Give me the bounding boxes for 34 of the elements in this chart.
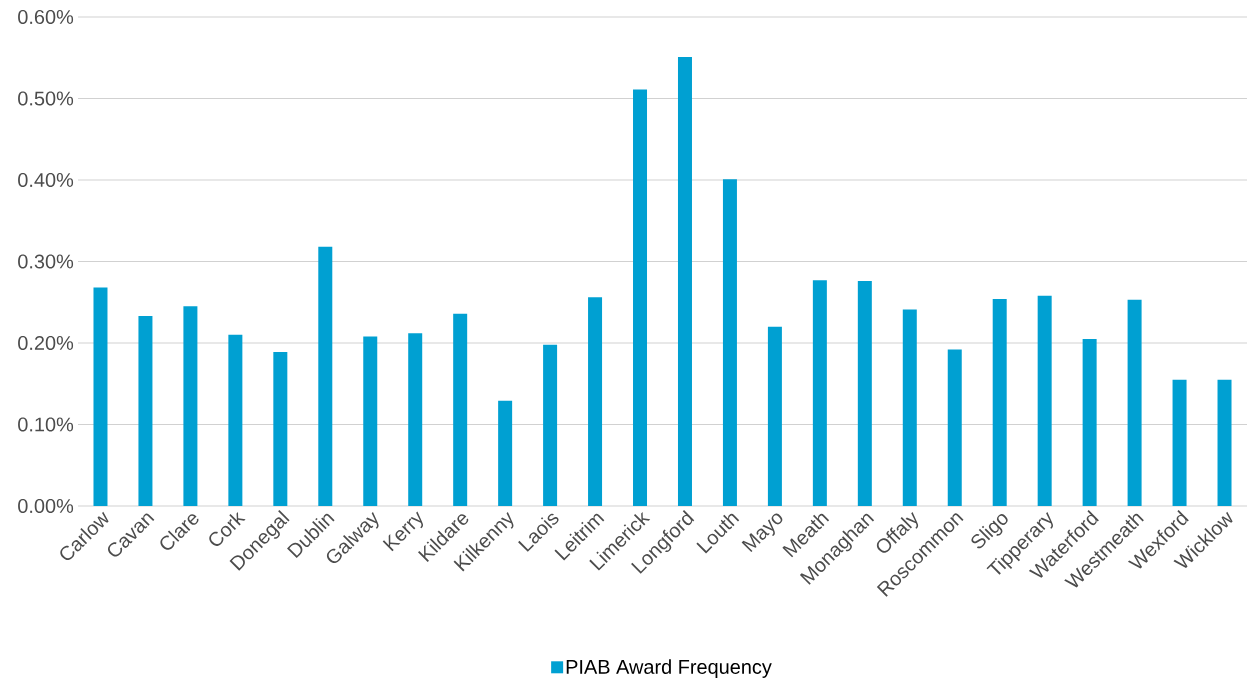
bar: [498, 400, 513, 506]
bar: [1172, 379, 1187, 506]
y-tick-label: 0.50%: [18, 91, 74, 106]
y-tick-label: 0.20%: [18, 335, 74, 351]
bar: [228, 334, 243, 506]
bar: [992, 298, 1007, 506]
y-tick-label: 0.60%: [18, 9, 74, 25]
bar: [812, 280, 827, 506]
bar: [138, 316, 153, 506]
bar: [1037, 295, 1052, 506]
bar: [588, 297, 603, 506]
bar: [93, 287, 108, 506]
y-tick-label: 0.30%: [18, 254, 74, 269]
bar: [902, 309, 917, 506]
bar: [1217, 379, 1232, 506]
y-tick-label: 0.10%: [18, 417, 74, 432]
bar: [273, 351, 288, 506]
bar: [543, 344, 558, 506]
bar: [318, 246, 333, 506]
bar: [1127, 299, 1142, 506]
bar: [677, 56, 692, 506]
bar: [408, 333, 423, 506]
bar: [633, 89, 648, 506]
y-tick-label: 0.40%: [18, 172, 74, 188]
bar: [857, 281, 872, 506]
bar: [722, 179, 737, 506]
bar: [183, 306, 198, 506]
bar: [1082, 338, 1097, 506]
y-tick-label: 0.00%: [18, 498, 74, 514]
bar: [947, 349, 962, 506]
legend-label: PIAB Award Frequency: [566, 659, 772, 678]
bar: [453, 313, 468, 506]
bar: [363, 336, 378, 506]
bar: [767, 326, 782, 506]
